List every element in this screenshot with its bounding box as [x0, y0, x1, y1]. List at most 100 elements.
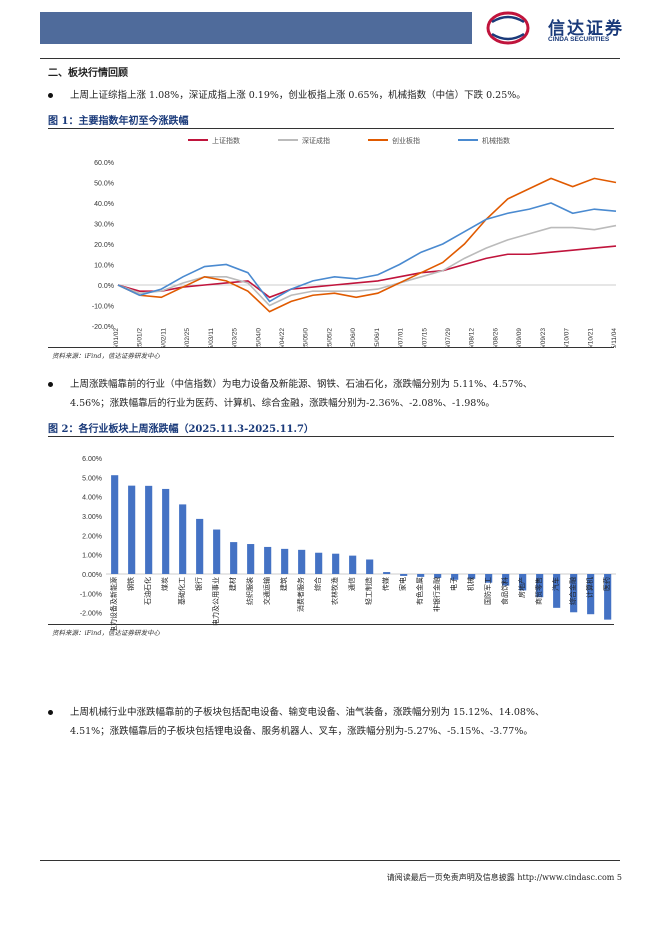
category-label: 电子	[449, 577, 458, 591]
category-label: 有色金属	[415, 577, 424, 605]
x-tick-label: 2025/06/0	[350, 328, 357, 348]
x-tick-label: 2025/07/15	[421, 328, 428, 348]
x-tick-label: 2025/11/04	[611, 328, 618, 348]
category-label: 煤炭	[160, 577, 169, 591]
series-line-0	[117, 245, 617, 299]
category-label: 房地产	[517, 577, 526, 598]
bar	[570, 574, 578, 613]
category-label: 家电	[398, 577, 407, 591]
header-bar	[40, 12, 472, 44]
x-tick-label: 2025/07/29	[445, 328, 452, 348]
divider	[48, 624, 614, 625]
y-tick-label: 6.00%	[82, 456, 102, 463]
bar	[434, 574, 442, 578]
bar	[417, 574, 425, 577]
divider	[40, 860, 620, 861]
bar	[553, 574, 561, 608]
bar	[281, 548, 289, 574]
x-tick-label: 2025/08/26	[492, 328, 499, 348]
category-label: 银行	[194, 577, 203, 591]
source-note-1: 资料来源：iFind，信达证券研发中心	[52, 352, 161, 360]
x-tick-label: 2025/10/21	[587, 328, 594, 348]
x-tick-label: 2025/01/02	[113, 328, 120, 348]
y-tick-label: 50.0%	[94, 181, 114, 188]
category-label: 基础化工	[177, 577, 186, 605]
x-tick-label: 2025/09/09	[516, 328, 523, 348]
bar	[128, 485, 136, 574]
category-label: 农林牧渔	[330, 577, 339, 605]
section-title: 二、板块行情回顾	[48, 68, 128, 79]
industry-bar-chart: 6.00% 5.00% 4.00% 3.00% 2.00% 1.00% 0.00% -1.00…	[80, 456, 616, 630]
x-tick-label: 2025/04/22	[279, 328, 286, 348]
x-tick-label: 2025/04/0	[255, 328, 262, 348]
x-tick-label: 2025/05/0	[303, 328, 310, 348]
y-tick-label: 10.0%	[94, 263, 114, 270]
bar	[213, 529, 221, 574]
fig1-title: 图 1：主要指数年初至今涨跌幅	[48, 116, 189, 127]
x-tick-label: 2025/07/01	[398, 328, 405, 348]
bar	[366, 559, 374, 574]
y-tick-label: 5.00%	[82, 475, 102, 482]
category-label: 电力及公用事业	[211, 577, 220, 626]
bar	[298, 549, 306, 574]
series-line-3	[117, 202, 617, 303]
bar	[315, 552, 323, 574]
legend-label: 上证指数	[212, 136, 240, 145]
index-line-chart: 60.0% 50.0% 40.0% 30.0% 20.0% 10.0% 0.0% -10.0%…	[92, 136, 618, 348]
category-label: 医药	[602, 577, 611, 591]
bullet-text-l1: 上周机械行业中涨跌幅靠前的子板块包括配电设备、输变电设备、油气装备，涨跌幅分别为…	[70, 707, 545, 718]
category-label: 计算机	[585, 577, 594, 598]
brand-name-en: CINDA SECURITIES	[548, 36, 610, 43]
category-label: 建筑	[279, 577, 288, 591]
bullet-icon	[48, 710, 53, 715]
y-tick-label: 4.00%	[82, 495, 102, 502]
category-label: 食品饮料	[500, 577, 509, 605]
category-label: 电力设备及新能源	[109, 577, 118, 630]
bar	[162, 488, 170, 574]
divider	[48, 436, 614, 437]
bar	[536, 574, 544, 598]
bar	[332, 553, 340, 574]
y-tick-label: 30.0%	[94, 222, 114, 229]
series-line-1	[117, 224, 617, 307]
category-label: 钢铁	[126, 577, 135, 591]
source-note-2: 资料来源：iFind，信达证券研发中心	[52, 629, 161, 637]
bar	[485, 574, 493, 583]
x-tick-label: 2025/02/25	[184, 328, 191, 348]
divider	[40, 58, 620, 59]
x-tick-label: 2025/01/2	[137, 328, 144, 348]
category-label: 商贸零售	[534, 577, 543, 605]
category-label: 交通运输	[262, 577, 271, 605]
bar	[179, 504, 187, 574]
series-line-2	[117, 177, 617, 313]
y-tick-label: -20.0%	[92, 324, 114, 331]
category-label: 机械	[466, 577, 475, 591]
bar	[604, 574, 612, 620]
divider	[48, 128, 614, 129]
y-tick-label: 3.00%	[82, 514, 102, 521]
bullet-text-l1: 上周涨跌幅靠前的行业（中信指数）为电力设备及新能源、钢铁、石油石化，涨跌幅分别为…	[70, 379, 533, 390]
bullet-icon	[48, 382, 53, 387]
bullet-icon	[48, 93, 53, 98]
category-label: 轻工制造	[364, 577, 373, 605]
category-label: 通信	[347, 577, 356, 591]
divider	[48, 347, 614, 348]
brand-name-cn: 信达证券	[548, 19, 624, 39]
category-label: 汽车	[551, 577, 560, 591]
y-tick-label: -1.00%	[80, 591, 102, 598]
legend-label: 机械指数	[482, 136, 510, 145]
x-tick-label: 2025/09/23	[540, 328, 547, 348]
y-tick-label: 40.0%	[94, 201, 114, 208]
x-tick-label: 2025/08/12	[469, 328, 476, 348]
x-tick-label: 2025/05/2	[326, 328, 333, 348]
category-label: 建材	[228, 577, 237, 591]
bar	[468, 574, 476, 579]
bar	[196, 518, 204, 574]
y-tick-label: 2.00%	[82, 533, 102, 540]
bullet-text-l2: 4.51%；涨跌幅靠后的子板块包括锂电设备、服务机器人、叉车，涨跌幅分别为-5.…	[70, 726, 533, 737]
category-label: 综合	[313, 577, 322, 591]
y-tick-label: 20.0%	[94, 242, 114, 249]
bar	[349, 555, 357, 574]
bar	[451, 574, 459, 580]
bar	[383, 572, 391, 574]
